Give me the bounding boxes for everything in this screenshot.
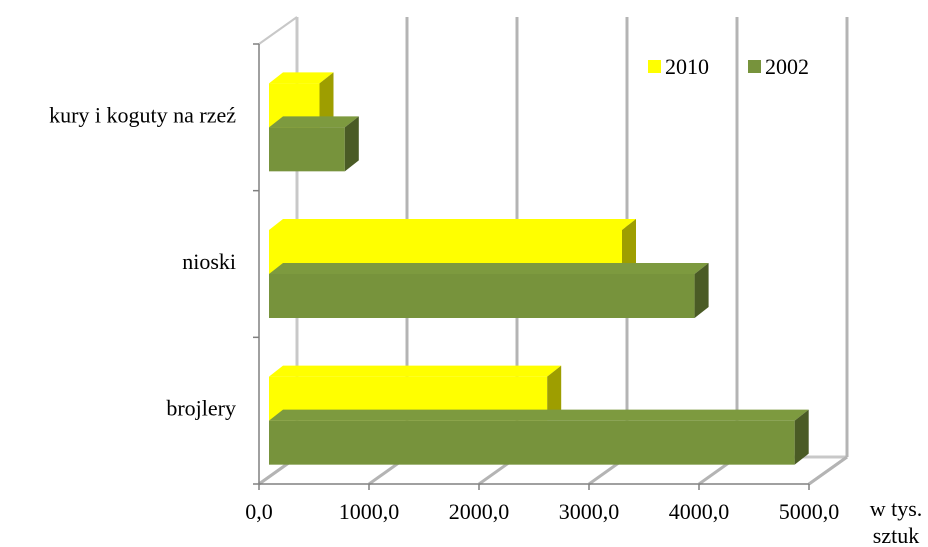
category-label: brojlery: [166, 396, 236, 421]
bar-side: [344, 116, 359, 172]
x-tick-label: 2000,0: [449, 499, 510, 524]
bar: [269, 116, 359, 172]
bar-top: [269, 116, 359, 128]
legend-swatch: [748, 60, 761, 73]
bar: [269, 409, 809, 465]
bar-side: [319, 72, 334, 128]
bar-side: [547, 365, 562, 421]
bar-side: [622, 219, 636, 274]
category-label: kury i koguty na rzeź: [49, 102, 236, 127]
gridline-floor: [808, 455, 848, 486]
bar-top: [269, 365, 562, 377]
legend: 2010 2002: [648, 54, 809, 79]
x-tick-label: 4000,0: [669, 499, 730, 524]
bar-top: [269, 219, 636, 230]
x-tick-label: 1000,0: [339, 499, 400, 524]
bar-front: [269, 420, 795, 465]
x-tick-label: 0,0: [245, 499, 273, 524]
wall-top-edge: [258, 16, 298, 45]
legend-label: 2002: [765, 54, 809, 79]
x-tick-label: 3000,0: [559, 499, 620, 524]
x-tick-label: 5000,0: [779, 499, 840, 524]
bar-side: [794, 409, 809, 465]
bar-front: [269, 274, 695, 318]
unit-label: w tys.: [870, 496, 923, 521]
category-label: nioski: [182, 249, 236, 274]
bar: [269, 263, 709, 318]
unit-label: sztuk: [873, 523, 919, 547]
bar-side: [694, 263, 709, 318]
bar-top: [269, 72, 334, 84]
axes: [253, 43, 810, 490]
legend-label: 2010: [665, 54, 709, 79]
bar-top: [269, 263, 709, 274]
bar-front: [269, 127, 345, 172]
axis-labels: 0,0 1000,0 2000,0 3000,0 4000,0 5000,0 kury i …: [49, 102, 922, 547]
bar-top: [269, 409, 809, 421]
bars: [269, 72, 809, 465]
legend-swatch: [648, 60, 661, 73]
